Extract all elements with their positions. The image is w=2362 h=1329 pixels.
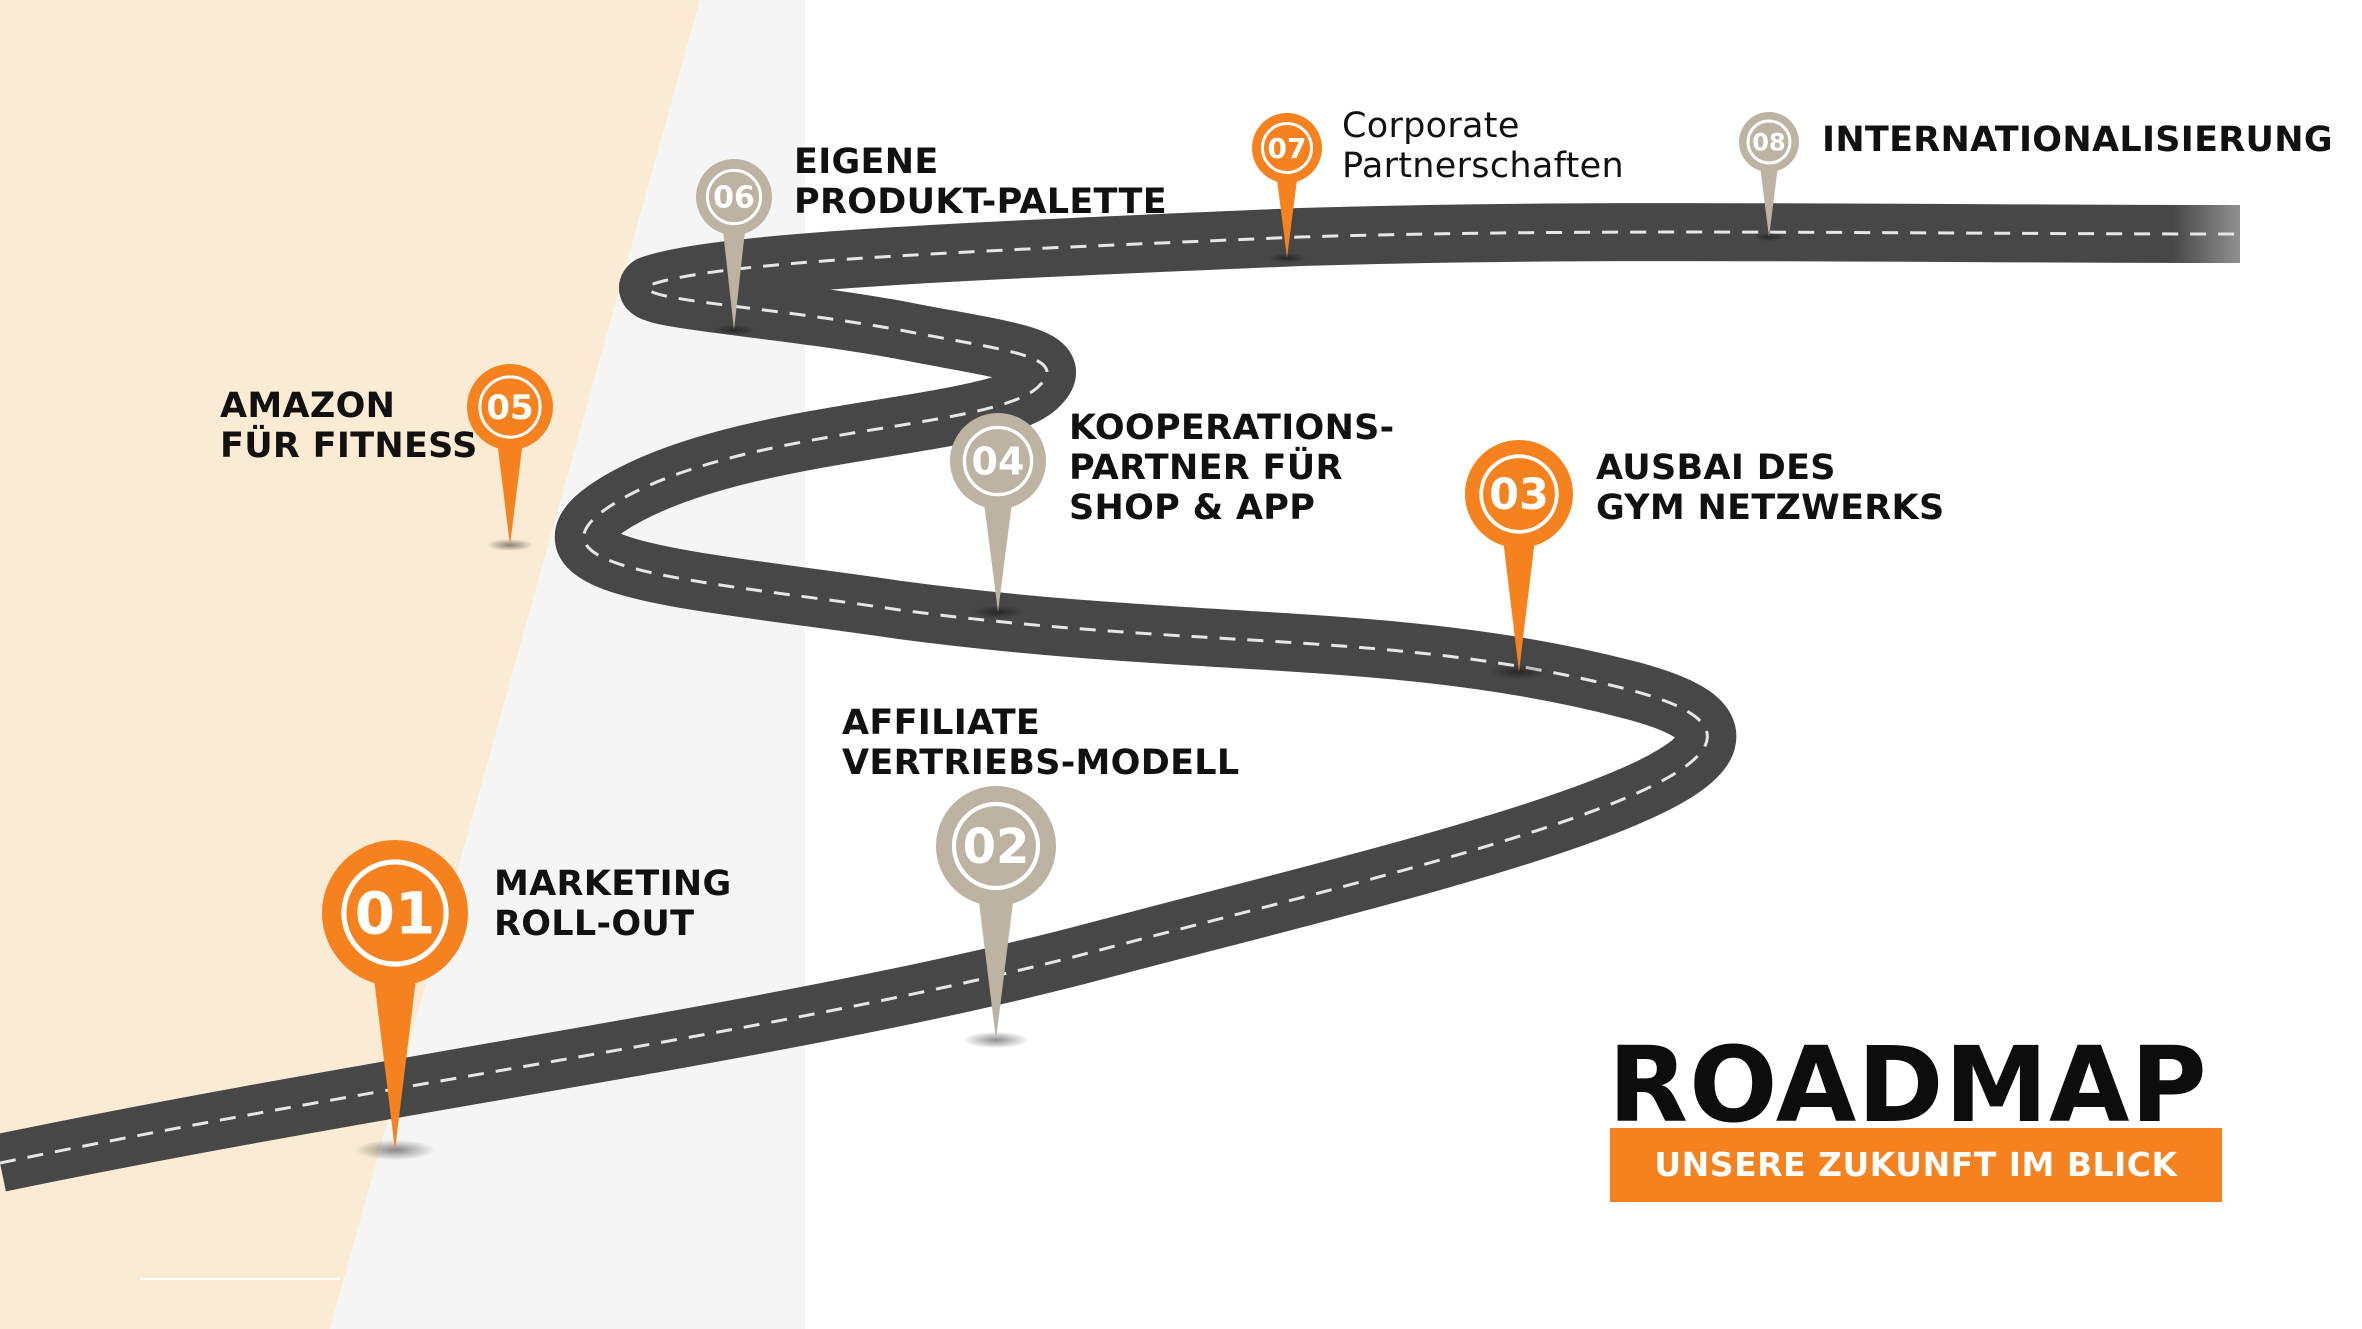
milestone-03-line-2: GYM NETZWERKS <box>1596 488 1945 528</box>
beige-backdrop <box>0 0 700 1329</box>
pin-04-number: 04 <box>972 439 1025 483</box>
milestone-04-line-1: KOOPERATIONS- <box>1069 408 1395 448</box>
pin-04: 04 <box>950 413 1046 619</box>
milestone-08-label: INTERNATIONALISIERUNG <box>1822 120 2333 160</box>
milestone-07-label: Corporate Partnerschaften <box>1342 106 1624 186</box>
pin-07-stem <box>1276 176 1298 258</box>
milestone-pins: 01 02 03 04 05 06 07 08 <box>322 112 1799 1161</box>
subtitle-text: UNSERE ZUKUNFT IM BLICK <box>1654 1145 2178 1184</box>
pin-05-number: 05 <box>486 388 533 428</box>
roadmap-title: ROADMAP <box>1608 1024 2208 1146</box>
pin-08-number: 08 <box>1752 128 1785 156</box>
pin-06-number: 06 <box>713 181 755 216</box>
grey-wedge <box>330 0 805 1329</box>
milestone-04-label: KOOPERATIONS- PARTNER FÜR SHOP & APP <box>1069 408 1395 528</box>
pin-01: 01 <box>322 840 468 1161</box>
pin-04-ring <box>962 425 1034 497</box>
pin-04-stem <box>983 499 1013 612</box>
milestone-06-line-1: EIGENE <box>794 142 939 182</box>
milestone-06-line-2: PRODUKT-PALETTE <box>794 182 1167 222</box>
pin-07-ring <box>1261 122 1313 174</box>
pin-02-ring <box>951 801 1041 891</box>
pin-05-ring <box>478 375 542 439</box>
pin-03-ring <box>1479 454 1559 534</box>
pin-08: 08 <box>1739 112 1799 242</box>
pin-01-number: 01 <box>355 879 436 947</box>
milestone-01-label: MARKETING ROLL-OUT <box>494 864 732 944</box>
pin-05-stem <box>497 441 523 545</box>
milestone-01-line-2: ROLL-OUT <box>494 904 695 944</box>
milestone-03-line-1: AUSBAI DES <box>1596 448 1836 488</box>
milestone-01-line-1: MARKETING <box>494 864 732 904</box>
pin-01-stem <box>373 971 417 1150</box>
pin-06-stem <box>722 227 746 330</box>
milestone-07-line-2: Partnerschaften <box>1342 146 1624 186</box>
pin-08-ring <box>1746 119 1792 165</box>
milestone-02-line-2: VERTRIEBS-MODELL <box>842 743 1240 783</box>
pin-02: 02 <box>936 786 1056 1049</box>
milestone-02-line-1: AFFILIATE <box>842 703 1041 743</box>
pin-06-ring <box>705 168 763 226</box>
milestone-05-line-1: AMAZON <box>220 386 396 426</box>
pin-07: 07 <box>1252 113 1322 263</box>
pin-03-number: 03 <box>1489 470 1549 520</box>
milestone-08-line-1: INTERNATIONALISIERUNG <box>1822 120 2333 160</box>
pin-06: 06 <box>696 159 772 336</box>
milestone-04-line-3: SHOP & APP <box>1069 488 1316 528</box>
road-center-dashes <box>0 230 2241 1165</box>
pin-01-ring <box>341 859 449 967</box>
pin-02-stem <box>978 894 1014 1040</box>
subtitle-banner: UNSERE ZUKUNFT IM BLICK <box>1610 1128 2222 1202</box>
milestone-04-line-2: PARTNER FÜR <box>1069 448 1343 488</box>
milestone-05-line-2: FÜR FITNESS <box>220 426 478 466</box>
milestone-06-label: EIGENE PRODUKT-PALETTE <box>794 142 1167 222</box>
milestone-02-label: AFFILIATE VERTRIEBS-MODELL <box>842 703 1240 783</box>
pin-02-number: 02 <box>963 819 1030 875</box>
pin-05: 05 <box>467 364 553 552</box>
milestone-03-label: AUSBAI DES GYM NETZWERKS <box>1596 448 1944 528</box>
milestone-07-line-1: Corporate <box>1342 106 1520 146</box>
pin-03: 03 <box>1465 440 1573 680</box>
pin-08-stem <box>1760 166 1778 237</box>
milestone-05-label: AMAZON FÜR FITNESS <box>220 386 478 466</box>
pin-07-number: 07 <box>1268 132 1307 165</box>
pin-03-stem <box>1502 537 1536 672</box>
